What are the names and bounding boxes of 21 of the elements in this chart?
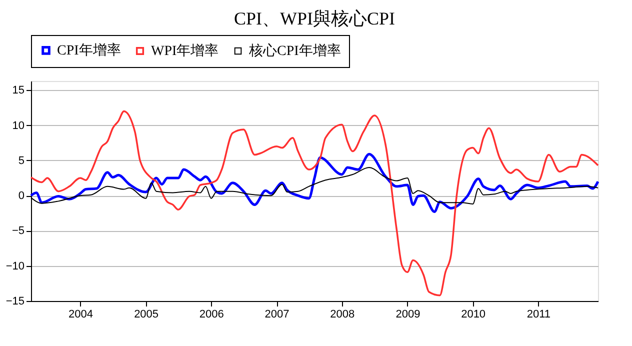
x-tick-label: 2007 xyxy=(264,308,290,320)
y-tick-label: −15 xyxy=(6,296,24,308)
x-tick-label: 2006 xyxy=(199,308,224,320)
x-tick-label: 2008 xyxy=(330,308,355,320)
x-tick-label: 2010 xyxy=(461,308,486,320)
chart-title: CPI、WPI與核心CPI xyxy=(234,8,396,28)
line-series xyxy=(30,152,600,213)
legend-label: CPI年增率 xyxy=(57,42,121,58)
line-series xyxy=(30,110,599,296)
x-tick-label: 2011 xyxy=(526,308,551,320)
y-tick-label: 15 xyxy=(12,84,24,97)
legend-label: WPI年增率 xyxy=(151,43,219,59)
x-tick-label: 2004 xyxy=(68,308,93,320)
x-tick-label: 2009 xyxy=(396,308,420,320)
y-tick-label: −10 xyxy=(6,260,24,272)
y-tick-label: 10 xyxy=(12,120,24,132)
y-tick-label: 5 xyxy=(18,154,24,167)
legend-label: 核心CPI年增率 xyxy=(248,43,341,59)
y-tick-label: −5 xyxy=(12,225,24,238)
y-tick-label: 0 xyxy=(18,190,24,202)
x-tick-label: 2005 xyxy=(134,308,159,320)
